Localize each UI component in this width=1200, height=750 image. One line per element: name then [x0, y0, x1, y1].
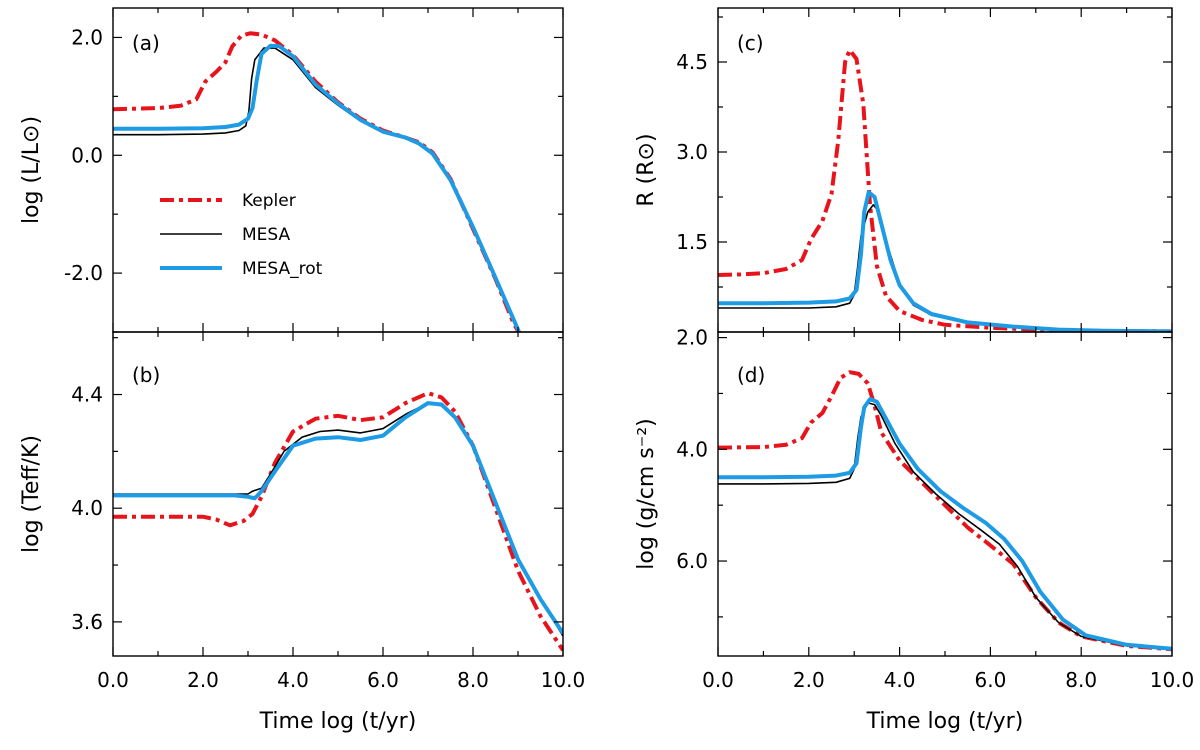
- y-tick-label: 4.0: [71, 496, 103, 520]
- y-tick-label: 2.0: [676, 326, 708, 350]
- x-tick-label: 2.0: [793, 668, 825, 692]
- series-line-mesa: [113, 47, 520, 332]
- x-tick-label: 0.0: [702, 668, 734, 692]
- series-line-kepler: [718, 370, 1172, 652]
- series-line-kepler: [113, 31, 521, 332]
- panel-tag: (a): [132, 31, 160, 55]
- x-tick-label: 10.0: [1150, 668, 1195, 692]
- y-axis-label: log (Teff/K): [19, 435, 44, 553]
- y-tick-label: 4.5: [676, 50, 708, 74]
- panel-d: 0.0 2.0 4.0 6.0 8.0 10.0 2.0 4.0 6.0 (d) log (g/cm…: [634, 326, 1194, 734]
- panel-c: 4.5 3.0 1.5 (c) R (R⊙): [634, 7, 1173, 333]
- y-tick-label: -2.0: [64, 261, 103, 285]
- panel-tag: (c): [737, 31, 764, 55]
- y-tick-label: 3.6: [71, 610, 103, 634]
- x-tick-label: 6.0: [367, 668, 399, 692]
- y-axis-label: log (L/L⊙): [19, 116, 44, 224]
- series-line-kepler: [113, 391, 563, 652]
- x-axis-label: Time log (t/yr): [866, 709, 1024, 734]
- series-line-mesa: [718, 402, 1172, 651]
- x-tick-label: 4.0: [277, 668, 309, 692]
- y-axis-label: log (g/cm s⁻²): [634, 418, 659, 570]
- y-tick-label: 0.0: [71, 143, 103, 167]
- panel-a: 2.0 0.0 -2.0 (a) log (L/L⊙): [19, 7, 564, 333]
- series-group: [718, 48, 1172, 332]
- plot-frame: [717, 7, 1173, 333]
- x-tick-label: 10.0: [541, 668, 586, 692]
- panel-tag: (b): [132, 363, 160, 387]
- x-tick-label: 8.0: [1065, 668, 1097, 692]
- y-tick-label: 3.0: [676, 140, 708, 164]
- series-line-mesa-rot: [718, 190, 1172, 332]
- series-line-mesa-rot: [113, 43, 522, 332]
- x-tick-label: 2.0: [187, 668, 219, 692]
- x-axis-label: Time log (t/yr): [259, 709, 417, 734]
- x-tick-label: 8.0: [457, 668, 489, 692]
- series-group: [113, 391, 563, 652]
- legend-label: Kepler: [242, 191, 296, 211]
- legend: Kepler MESA MESA_rot: [160, 191, 323, 279]
- y-tick-label: 2.0: [71, 25, 103, 49]
- series-line-mesa-rot: [113, 401, 563, 635]
- series-line-kepler: [718, 48, 1172, 332]
- y-tick-label: 4.4: [71, 383, 103, 407]
- legend-label: MESA_rot: [242, 259, 323, 279]
- x-tick-label: 0.0: [97, 668, 129, 692]
- y-tick-label: 1.5: [676, 230, 708, 254]
- x-tick-label: 4.0: [884, 668, 916, 692]
- y-tick-label: 6.0: [676, 549, 708, 573]
- panel-b: 0.0 2.0 4.0 6.0 8.0 10.0 4.4 4.0 3.6 (b) log (Teff…: [19, 331, 586, 734]
- y-axis-label: R (R⊙): [634, 133, 659, 206]
- series-line-mesa-rot: [718, 397, 1172, 651]
- y-tick-label: 4.0: [676, 437, 708, 461]
- x-tick-label: 6.0: [974, 668, 1006, 692]
- series-group: [113, 31, 522, 332]
- series-group: [718, 370, 1172, 652]
- legend-label: MESA: [242, 225, 291, 245]
- panel-tag: (d): [737, 363, 765, 387]
